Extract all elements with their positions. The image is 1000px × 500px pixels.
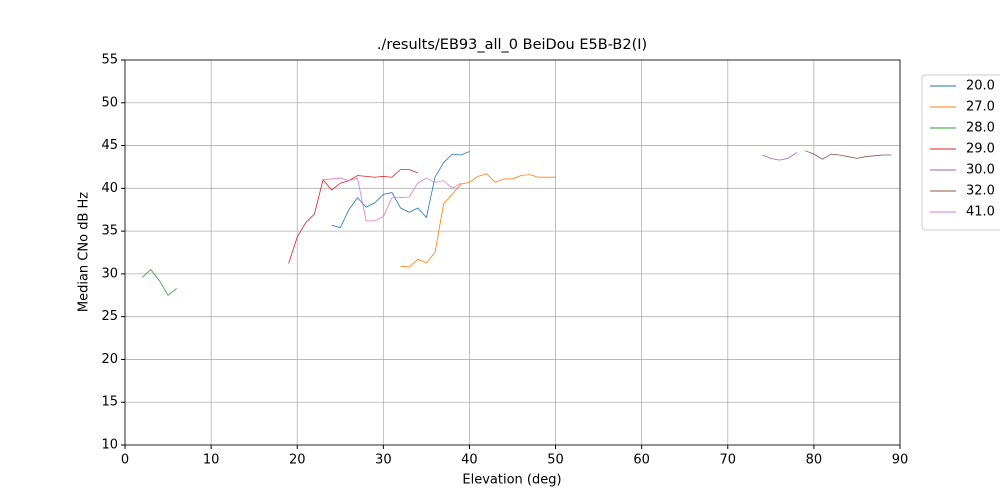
x-tick-label: 90 [892, 453, 909, 468]
y-tick-label: 25 [101, 309, 118, 324]
x-tick-label: 10 [203, 453, 220, 468]
y-axis-label: Median CNo dB Hz [77, 192, 92, 312]
data-line [141, 269, 177, 296]
x-tick-label: 80 [806, 453, 823, 468]
legend-label: 28.0 [966, 121, 995, 136]
plot-frame [124, 59, 901, 446]
x-tick-label: 70 [720, 453, 737, 468]
data-line [400, 173, 556, 268]
y-tick-label: 10 [101, 438, 118, 453]
x-tick-label: 30 [375, 453, 392, 468]
y-tick-label: 45 [101, 138, 118, 153]
y-tick-label: 50 [101, 95, 118, 110]
legend-label: 27.0 [966, 100, 995, 115]
legend-label: 20.0 [966, 79, 995, 94]
legend-label: 41.0 [966, 205, 995, 220]
x-tick-label: 20 [289, 453, 306, 468]
data-line [762, 152, 797, 161]
legend-label: 29.0 [966, 142, 995, 157]
x-tick-label: 50 [547, 453, 564, 468]
legend-label: 32.0 [966, 184, 995, 199]
y-tick-label: 30 [101, 266, 118, 281]
y-tick-label: 15 [101, 395, 118, 410]
x-tick-label: 40 [461, 453, 478, 468]
data-line [288, 169, 418, 264]
legend-label: 30.0 [966, 163, 995, 178]
x-tick-label: 60 [633, 453, 650, 468]
data-line [323, 177, 462, 222]
data-line [331, 151, 470, 229]
y-tick-label: 35 [101, 224, 118, 239]
chart-title: ./results/EB93_all_0 BeiDou E5B-B2(I) [377, 37, 647, 53]
x-axis-label: Elevation (deg) [462, 473, 561, 488]
y-tick-label: 55 [101, 53, 118, 68]
y-tick-label: 40 [101, 181, 118, 196]
x-tick-label: 0 [121, 453, 129, 468]
data-line [805, 150, 892, 160]
y-tick-label: 20 [101, 352, 118, 367]
